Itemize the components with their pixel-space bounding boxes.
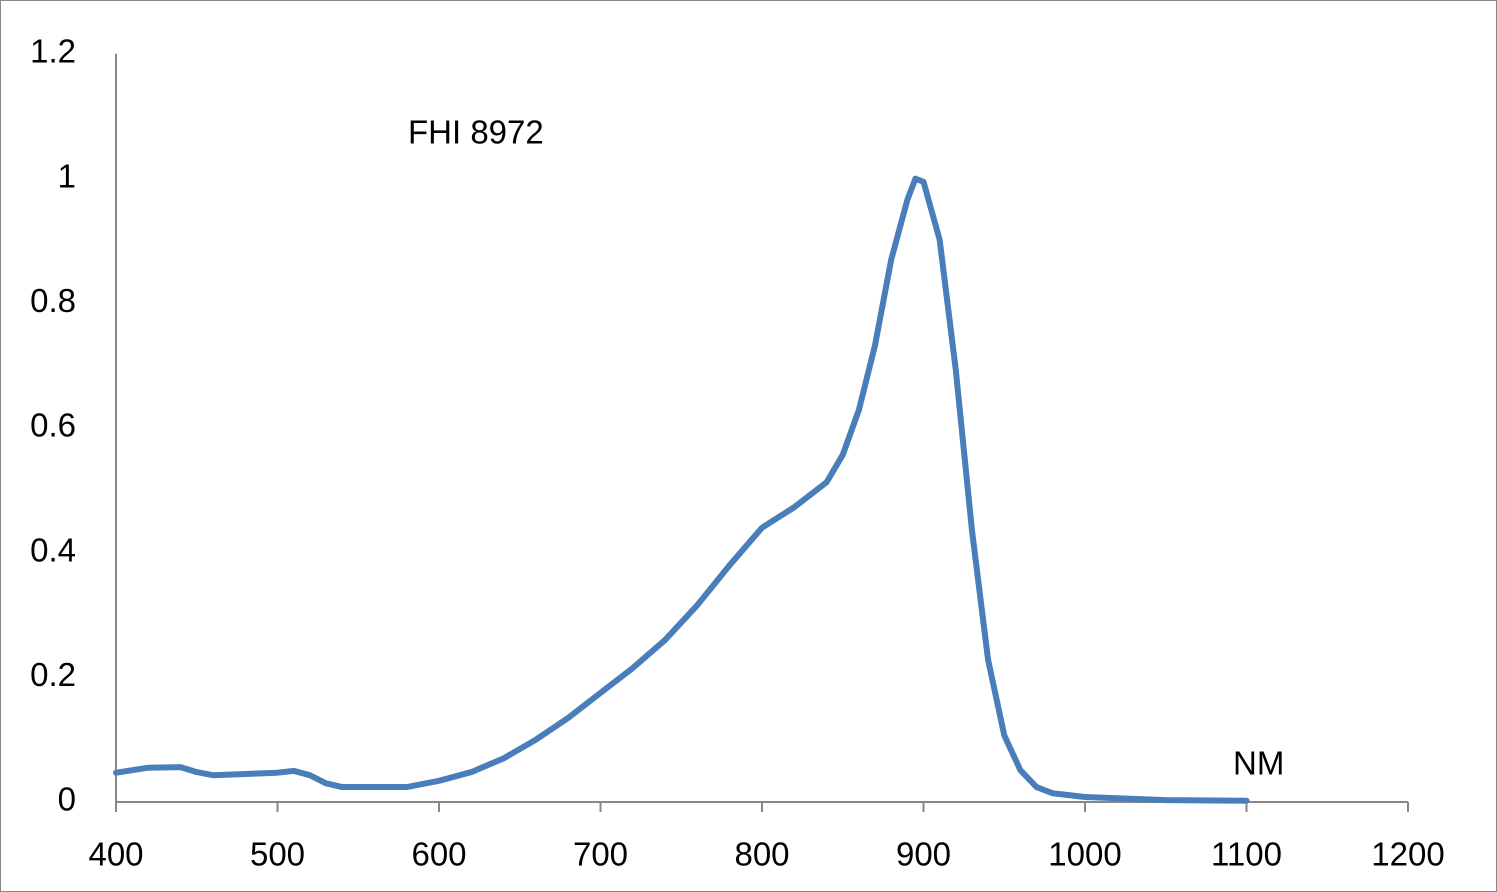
x-tick-label: 500 <box>250 836 305 873</box>
x-axis-label: NM <box>1233 745 1284 782</box>
y-tick-label: 0.8 <box>30 282 76 319</box>
annotation: FHI 8972 <box>408 114 544 151</box>
x-tick-label: 600 <box>411 836 466 873</box>
data-line <box>113 175 1250 804</box>
y-tick-label: 0.4 <box>30 531 76 568</box>
x-tick-label: 800 <box>734 836 789 873</box>
y-tick-label: 0 <box>58 781 76 818</box>
x-tick-label: 1000 <box>1048 836 1121 873</box>
y-tick-label: 1 <box>58 157 76 194</box>
y-tick-label: 1.2 <box>30 33 76 70</box>
y-tick-label: 0.2 <box>30 656 76 693</box>
x-tick-label: 900 <box>896 836 951 873</box>
y-tick-label: 0.6 <box>30 407 76 444</box>
x-tick-label: 1200 <box>1371 836 1444 873</box>
x-tick-label: 1100 <box>1211 836 1282 873</box>
x-tick-label: 400 <box>88 836 143 873</box>
x-tick-label: 700 <box>573 836 628 873</box>
